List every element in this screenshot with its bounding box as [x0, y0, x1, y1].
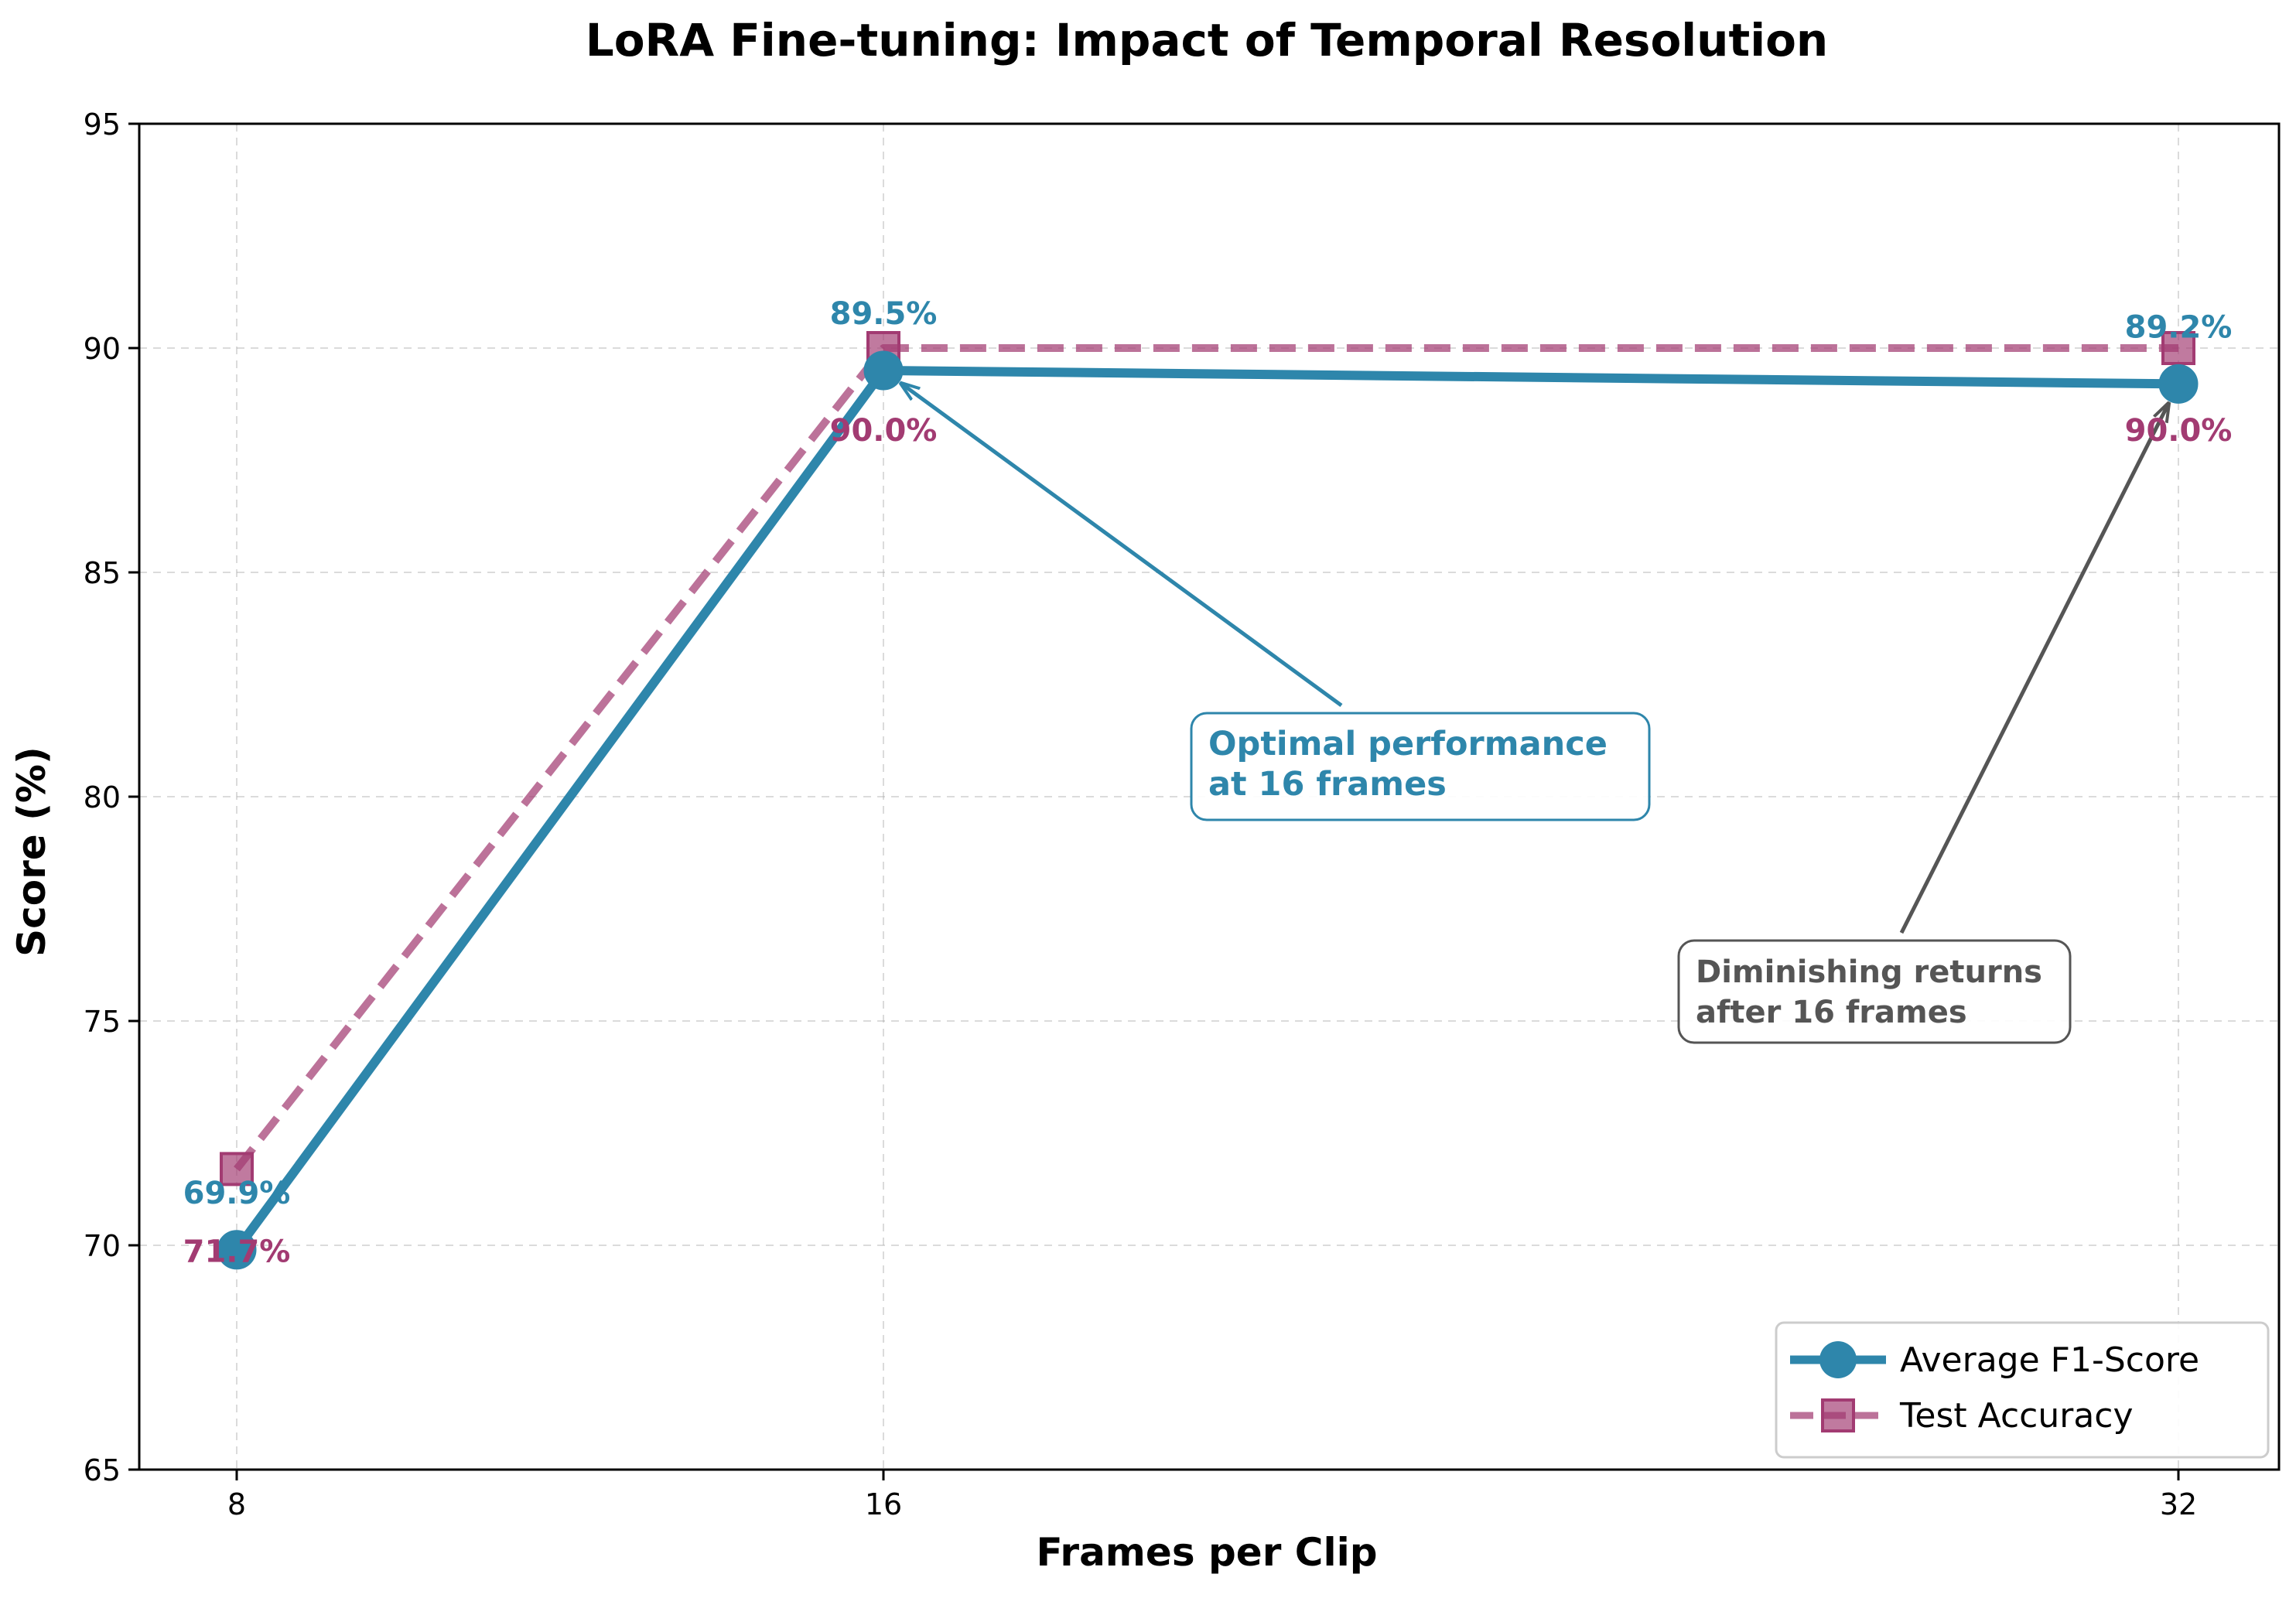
- annotation-text: Diminishing returns: [1696, 954, 2042, 990]
- legend: Average F1-Score Test Accuracy: [1775, 1321, 2270, 1459]
- legend-marker: [1821, 1398, 1855, 1432]
- series-layer: [217, 331, 2199, 1270]
- annotation-text: at 16 frames: [1208, 765, 1447, 804]
- legend-box: [1775, 1321, 2270, 1459]
- x-tick-label: 16: [865, 1487, 902, 1521]
- x-tick-label: 8: [227, 1487, 246, 1521]
- data-label: 90.0%: [830, 413, 938, 449]
- data-point: [220, 1152, 254, 1187]
- annotation-text: Optimal performance: [1208, 725, 1608, 763]
- y-tick-label: 75: [84, 1005, 121, 1039]
- annotation-box: [1677, 939, 2072, 1044]
- legend-label: Test Accuracy: [1899, 1396, 2134, 1436]
- data-point: [2158, 364, 2199, 404]
- y-tick-label: 65: [84, 1453, 121, 1487]
- y-tick-label: 90: [84, 332, 121, 366]
- data-label: 89.5%: [830, 296, 938, 332]
- annotation-arrow: [1899, 403, 2168, 934]
- x-tick-label: 32: [2160, 1487, 2197, 1521]
- chart-title: LoRA Fine-tuning: Impact of Temporal Res…: [586, 14, 1828, 67]
- y-tick-label: 85: [84, 556, 121, 590]
- y-tick-label: 70: [84, 1229, 121, 1263]
- data-label: 90.0%: [2125, 413, 2233, 449]
- data-label: 69.9%: [183, 1176, 291, 1211]
- y-axis-title: Score (%): [9, 746, 54, 957]
- data-point: [863, 350, 904, 391]
- legend-label: Average F1-Score: [1900, 1340, 2199, 1380]
- y-tick-label: 95: [84, 108, 121, 142]
- data-point: [217, 1230, 257, 1270]
- legend-marker: [1819, 1341, 1857, 1378]
- data-labels: 69.9% 89.5% 89.2% 71.7% 90.0% 90.0%: [183, 296, 2233, 1269]
- y-tick-label: 80: [84, 780, 121, 814]
- data-label: 89.2%: [2125, 309, 2233, 345]
- x-axis-title: Frames per Clip: [1036, 1530, 1377, 1575]
- annotation-text: after 16 frames: [1696, 995, 1967, 1030]
- data-label: 71.7%: [183, 1234, 291, 1269]
- annotation-box: [1190, 712, 1651, 821]
- annotation-arrow: [901, 384, 1343, 708]
- data-point: [2161, 331, 2195, 365]
- axes: 65 70 75 80 85 90 95 8 16 32: [84, 108, 2281, 1521]
